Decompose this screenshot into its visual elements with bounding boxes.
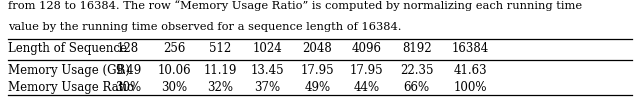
Text: 44%: 44% xyxy=(354,81,380,94)
Text: 17.95: 17.95 xyxy=(350,64,383,77)
Text: 30%: 30% xyxy=(115,81,141,94)
Text: 9.49: 9.49 xyxy=(115,64,141,77)
Text: 37%: 37% xyxy=(255,81,280,94)
Text: 11.19: 11.19 xyxy=(204,64,237,77)
Text: 41.63: 41.63 xyxy=(454,64,487,77)
Text: 128: 128 xyxy=(117,42,139,55)
Text: from 128 to 16384. The row “Memory Usage Ratio” is computed by normalizing each : from 128 to 16384. The row “Memory Usage… xyxy=(8,0,582,11)
Text: 49%: 49% xyxy=(305,81,330,94)
Text: Memory Usage Ratio: Memory Usage Ratio xyxy=(8,81,134,94)
Text: 17.95: 17.95 xyxy=(301,64,334,77)
Text: 30%: 30% xyxy=(161,81,187,94)
Text: 32%: 32% xyxy=(207,81,233,94)
Text: 8192: 8192 xyxy=(402,42,431,55)
Text: 100%: 100% xyxy=(454,81,487,94)
Text: 22.35: 22.35 xyxy=(400,64,433,77)
Text: Length of Sequence: Length of Sequence xyxy=(8,42,127,55)
Text: 10.06: 10.06 xyxy=(157,64,191,77)
Text: 1024: 1024 xyxy=(253,42,282,55)
Text: 13.45: 13.45 xyxy=(251,64,284,77)
Text: value by the running time observed for a sequence length of 16384.: value by the running time observed for a… xyxy=(8,22,401,32)
Text: Memory Usage (GB): Memory Usage (GB) xyxy=(8,64,129,77)
Text: 4096: 4096 xyxy=(352,42,381,55)
Text: 512: 512 xyxy=(209,42,231,55)
Text: 256: 256 xyxy=(163,42,185,55)
Text: 2048: 2048 xyxy=(303,42,332,55)
Text: 66%: 66% xyxy=(404,81,429,94)
Text: 16384: 16384 xyxy=(452,42,489,55)
